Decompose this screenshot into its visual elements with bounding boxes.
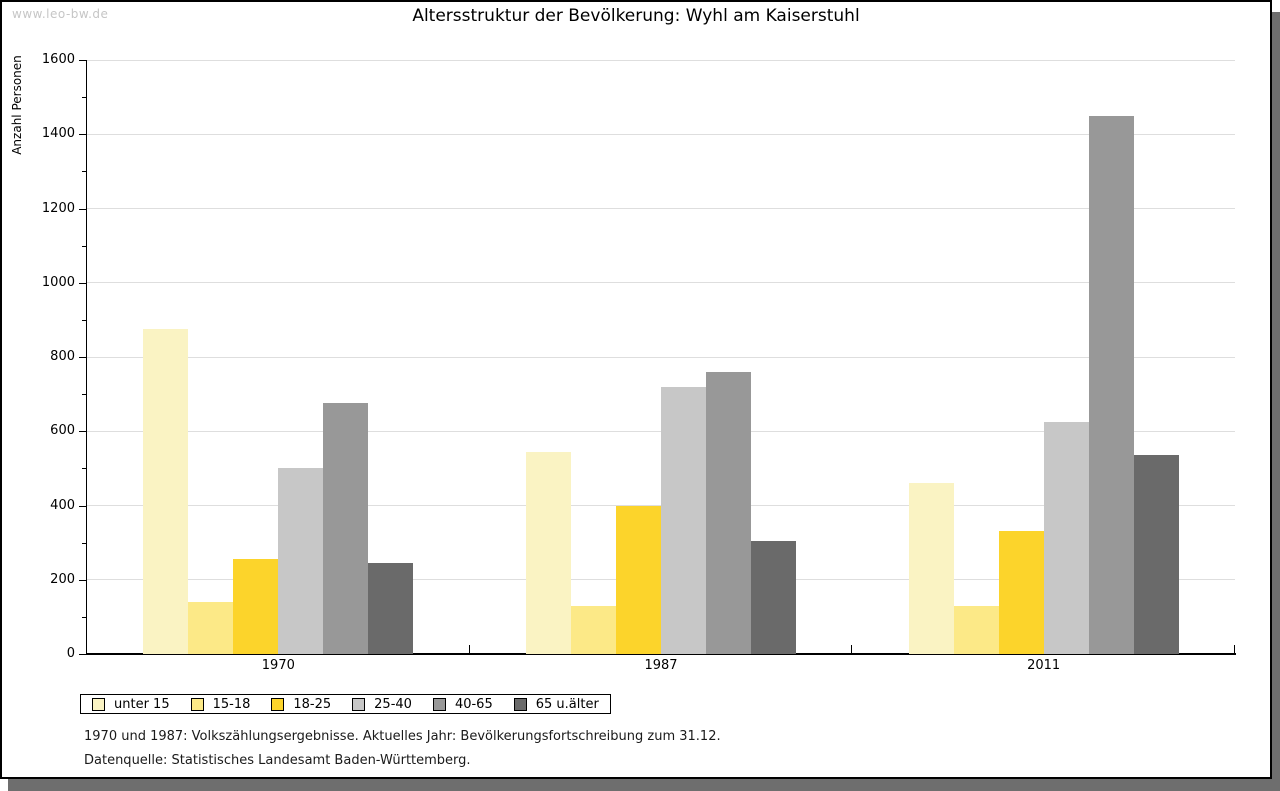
y-minor-tick-700 <box>82 394 87 396</box>
gridline-1400 <box>87 133 1235 135</box>
y-axis-line <box>86 60 87 655</box>
y-major-tick-800 <box>79 357 87 358</box>
bar-15-18-2011 <box>953 605 999 654</box>
site-watermark: www.leo-bw.de <box>12 7 109 21</box>
y-axis-tick-label: 400 <box>50 497 75 513</box>
gridline-1600 <box>87 59 1235 61</box>
legend-swatch-icon <box>92 697 105 711</box>
legend-label: 15-18 <box>212 696 251 712</box>
y-minor-tick-900 <box>82 319 87 321</box>
bar-unter-15-1987 <box>526 451 571 654</box>
y-major-tick-1000 <box>79 282 87 284</box>
legend: unter 15 15-18 18-25 25-40 40-65 65 u.älter <box>80 694 611 714</box>
y-axis-tick-label: 1200 <box>41 200 75 216</box>
y-minor-tick-300 <box>82 542 87 544</box>
y-axis-tick-label: 1400 <box>41 126 75 142</box>
legend-swatch-icon <box>432 697 446 711</box>
bar-65-u.älter-1970 <box>368 563 414 654</box>
x-axis-line <box>86 653 1236 655</box>
y-minor-tick-1100 <box>82 245 87 247</box>
gridline-800 <box>87 356 1235 358</box>
bar-40-65-2011 <box>1088 115 1134 654</box>
bar-unter-15-2011 <box>908 483 954 654</box>
bar-40-65-1970 <box>323 403 369 654</box>
x-axis-category-label: 1970 <box>261 658 295 673</box>
legend-swatch-icon <box>513 697 527 711</box>
y-axis-tick-label: 1000 <box>41 274 75 290</box>
gridline-1200 <box>87 208 1235 209</box>
bar-65-u.älter-1987 <box>751 540 796 654</box>
chart-title: Altersstruktur der Bevölkerung: Wyhl am … <box>412 6 860 26</box>
legend-item-15-18: 15-18 <box>190 696 251 712</box>
legend-swatch-icon <box>190 697 204 711</box>
bar-25-40-1970 <box>278 468 324 654</box>
legend-swatch-icon <box>352 697 366 711</box>
bar-18-25-2011 <box>998 531 1044 654</box>
x-boundary-tick-2 <box>851 645 853 653</box>
y-axis-tick-label: 200 <box>50 571 75 587</box>
legend-item-25-40: 25-40 <box>352 697 412 712</box>
y-minor-tick-1300 <box>82 171 87 173</box>
y-axis-tick-label: 1600 <box>41 52 75 67</box>
y-major-tick-400 <box>79 505 87 507</box>
legend-label: 18-25 <box>293 696 332 712</box>
x-axis-category-label: 1987 <box>644 658 678 673</box>
bar-40-65-1987 <box>706 371 751 654</box>
bar-unter-15-1970 <box>143 329 189 654</box>
bar-15-18-1987 <box>571 605 616 654</box>
x-boundary-tick-3 <box>1234 645 1235 653</box>
y-minor-tick-100 <box>82 616 87 618</box>
gridline-1000 <box>87 282 1235 284</box>
bar-15-18-1970 <box>188 602 234 654</box>
plot-area: 0 200 400 600 800 1000 1200 1400 1600 1970 1987 201… <box>2 2 1270 777</box>
y-major-tick-600 <box>79 431 87 433</box>
y-axis-tick-label: 800 <box>50 349 75 364</box>
legend-item-18-25: 18-25 <box>271 697 331 712</box>
bar-25-40-2011 <box>1043 421 1089 654</box>
bar-18-25-1970 <box>233 559 279 654</box>
bar-25-40-1987 <box>661 386 706 654</box>
footnote-source-years: 1970 und 1987: Volkszählungsergebnisse. … <box>84 729 721 744</box>
legend-item-40-65: 40-65 <box>432 696 493 712</box>
bar-65-u.älter-2011 <box>1133 455 1179 654</box>
chart-window: www.leo-bw.de Altersstruktur der Bevölke… <box>0 0 1272 779</box>
legend-item-unter-15: unter 15 <box>92 697 170 712</box>
bar-18-25-1987 <box>616 505 661 654</box>
y-major-tick-0 <box>79 654 87 655</box>
y-minor-tick-1500 <box>82 97 87 99</box>
legend-label: unter 15 <box>114 696 170 712</box>
legend-item-65-u.älter: 65 u.älter <box>513 696 599 712</box>
y-axis-tick-label: 600 <box>50 423 75 439</box>
y-minor-tick-500 <box>82 468 87 470</box>
footnote-data-source: Datenquelle: Statistisches Landesamt Bad… <box>84 753 471 768</box>
legend-label: 65 u.älter <box>535 696 599 712</box>
legend-swatch-icon <box>271 697 285 711</box>
y-major-tick-200 <box>79 579 87 581</box>
x-boundary-tick-1 <box>468 645 470 653</box>
y-major-tick-1600 <box>79 60 87 61</box>
legend-label: 40-65 <box>454 696 493 712</box>
legend-label: 25-40 <box>374 696 412 712</box>
y-axis-tick-label: 0 <box>66 646 75 661</box>
y-major-tick-1400 <box>79 134 87 136</box>
y-major-tick-1200 <box>79 208 87 210</box>
x-axis-category-label: 2011 <box>1027 658 1061 673</box>
